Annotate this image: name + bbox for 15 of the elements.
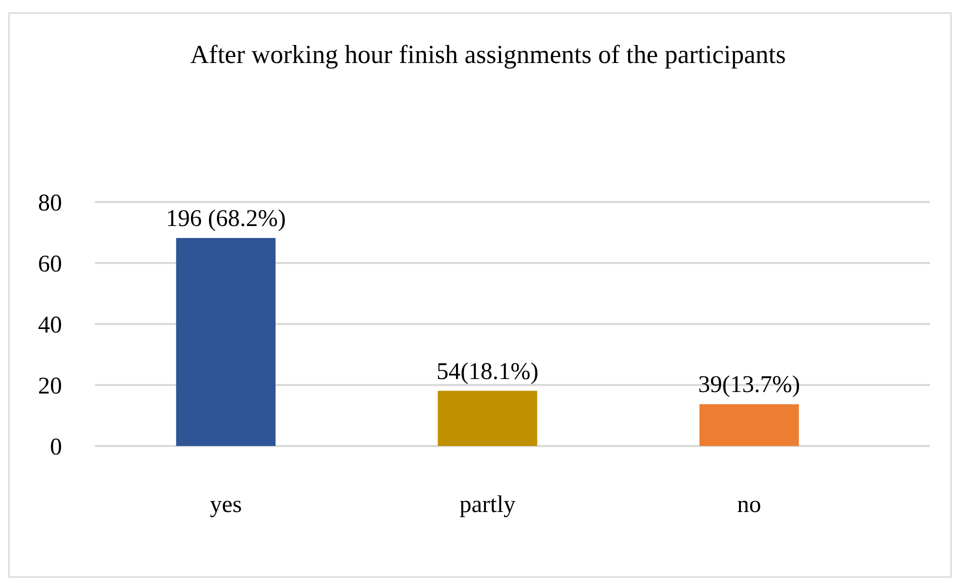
y-tick-label: 20 xyxy=(38,373,62,400)
data-label: 39(13.7%) xyxy=(698,372,800,398)
x-tick-label: yes xyxy=(210,492,242,518)
y-tick-label: 80 xyxy=(38,190,62,216)
bar xyxy=(438,390,538,446)
y-tick-label: 0 xyxy=(50,434,62,460)
chart-title: After working hour finish assignments of the participants xyxy=(190,40,786,69)
bar xyxy=(699,404,799,446)
y-tick-label: 60 xyxy=(38,251,62,278)
data-label: 54(18.1%) xyxy=(436,358,538,385)
x-tick-label: partly xyxy=(460,492,516,518)
x-tick-label: no xyxy=(737,492,762,518)
y-tick-label: 40 xyxy=(38,312,62,338)
bar xyxy=(176,238,276,446)
data-label: 196 (68.2%) xyxy=(166,206,286,232)
